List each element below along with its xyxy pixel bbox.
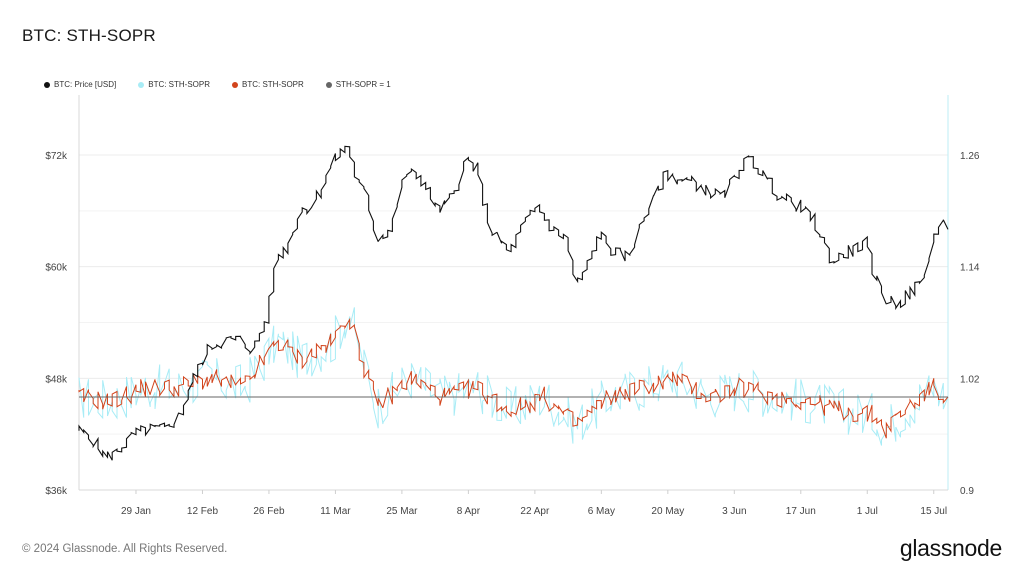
x-tick-label: 12 Feb [187,506,219,517]
x-tick-label: 20 May [651,506,684,517]
y-right-tick-label: 1.14 [960,263,980,274]
x-tick-label: 1 Jul [857,506,878,517]
x-tick-label: 11 Mar [320,506,351,517]
x-tick-label: 3 Jun [722,506,746,517]
y-right-tick-label: 1.02 [960,374,980,385]
legend-dot-price [44,81,50,88]
legend-label-price: BTC: Price [USD] [54,80,117,89]
legend-dot-baseline [325,81,332,88]
brand-logo: glassnode [899,535,1002,561]
legend-item-sopr-light[interactable]: BTC: STH-SOPR [138,80,210,89]
x-tick-label: 6 May [588,506,615,517]
x-tick-label: 17 Jun [786,506,816,517]
legend-item-sopr[interactable]: BTC: STH-SOPR [232,80,304,89]
legend-label-baseline: STH-SOPR = 1 [335,80,391,89]
series-price-line [78,145,949,461]
x-tick-label: 8 Apr [457,506,481,517]
legend-dot-sopr [232,81,239,88]
legend-item-price[interactable]: BTC: Price [USD] [44,80,116,89]
legend-label-sopr: BTC: STH-SOPR [242,80,304,89]
x-tick-label: 26 Feb [253,506,285,517]
copyright: © 2024 Glassnode. All Rights Reserved. [22,543,228,555]
y-left-tick-label: $60k [45,263,68,274]
y-right-tick-label: 1.26 [960,151,980,162]
legend-item-baseline[interactable]: STH-SOPR = 1 [325,80,391,89]
y-left-tick-label: $36k [45,486,68,497]
x-tick-label: 15 Jul [920,506,947,517]
y-left-tick-label: $72k [45,151,68,162]
x-tick-label: 22 Apr [520,506,550,517]
series-sopr-line [78,317,949,439]
x-tick-label: 29 Jan [121,506,151,517]
legend: BTC: Price [USD] BTC: STH-SOPR BTC: STH-… [44,80,391,89]
x-tick-label: 25 Mar [386,506,418,517]
chart-title: BTC: STH-SOPR [22,26,156,45]
legend-label-sopr-light: BTC: STH-SOPR [148,80,211,89]
y-left-tick-label: $48k [45,374,68,385]
y-right-tick-label: 0.9 [960,486,974,497]
series-sopr-raw-line [78,307,949,446]
legend-dot-sopr-light [138,81,145,88]
